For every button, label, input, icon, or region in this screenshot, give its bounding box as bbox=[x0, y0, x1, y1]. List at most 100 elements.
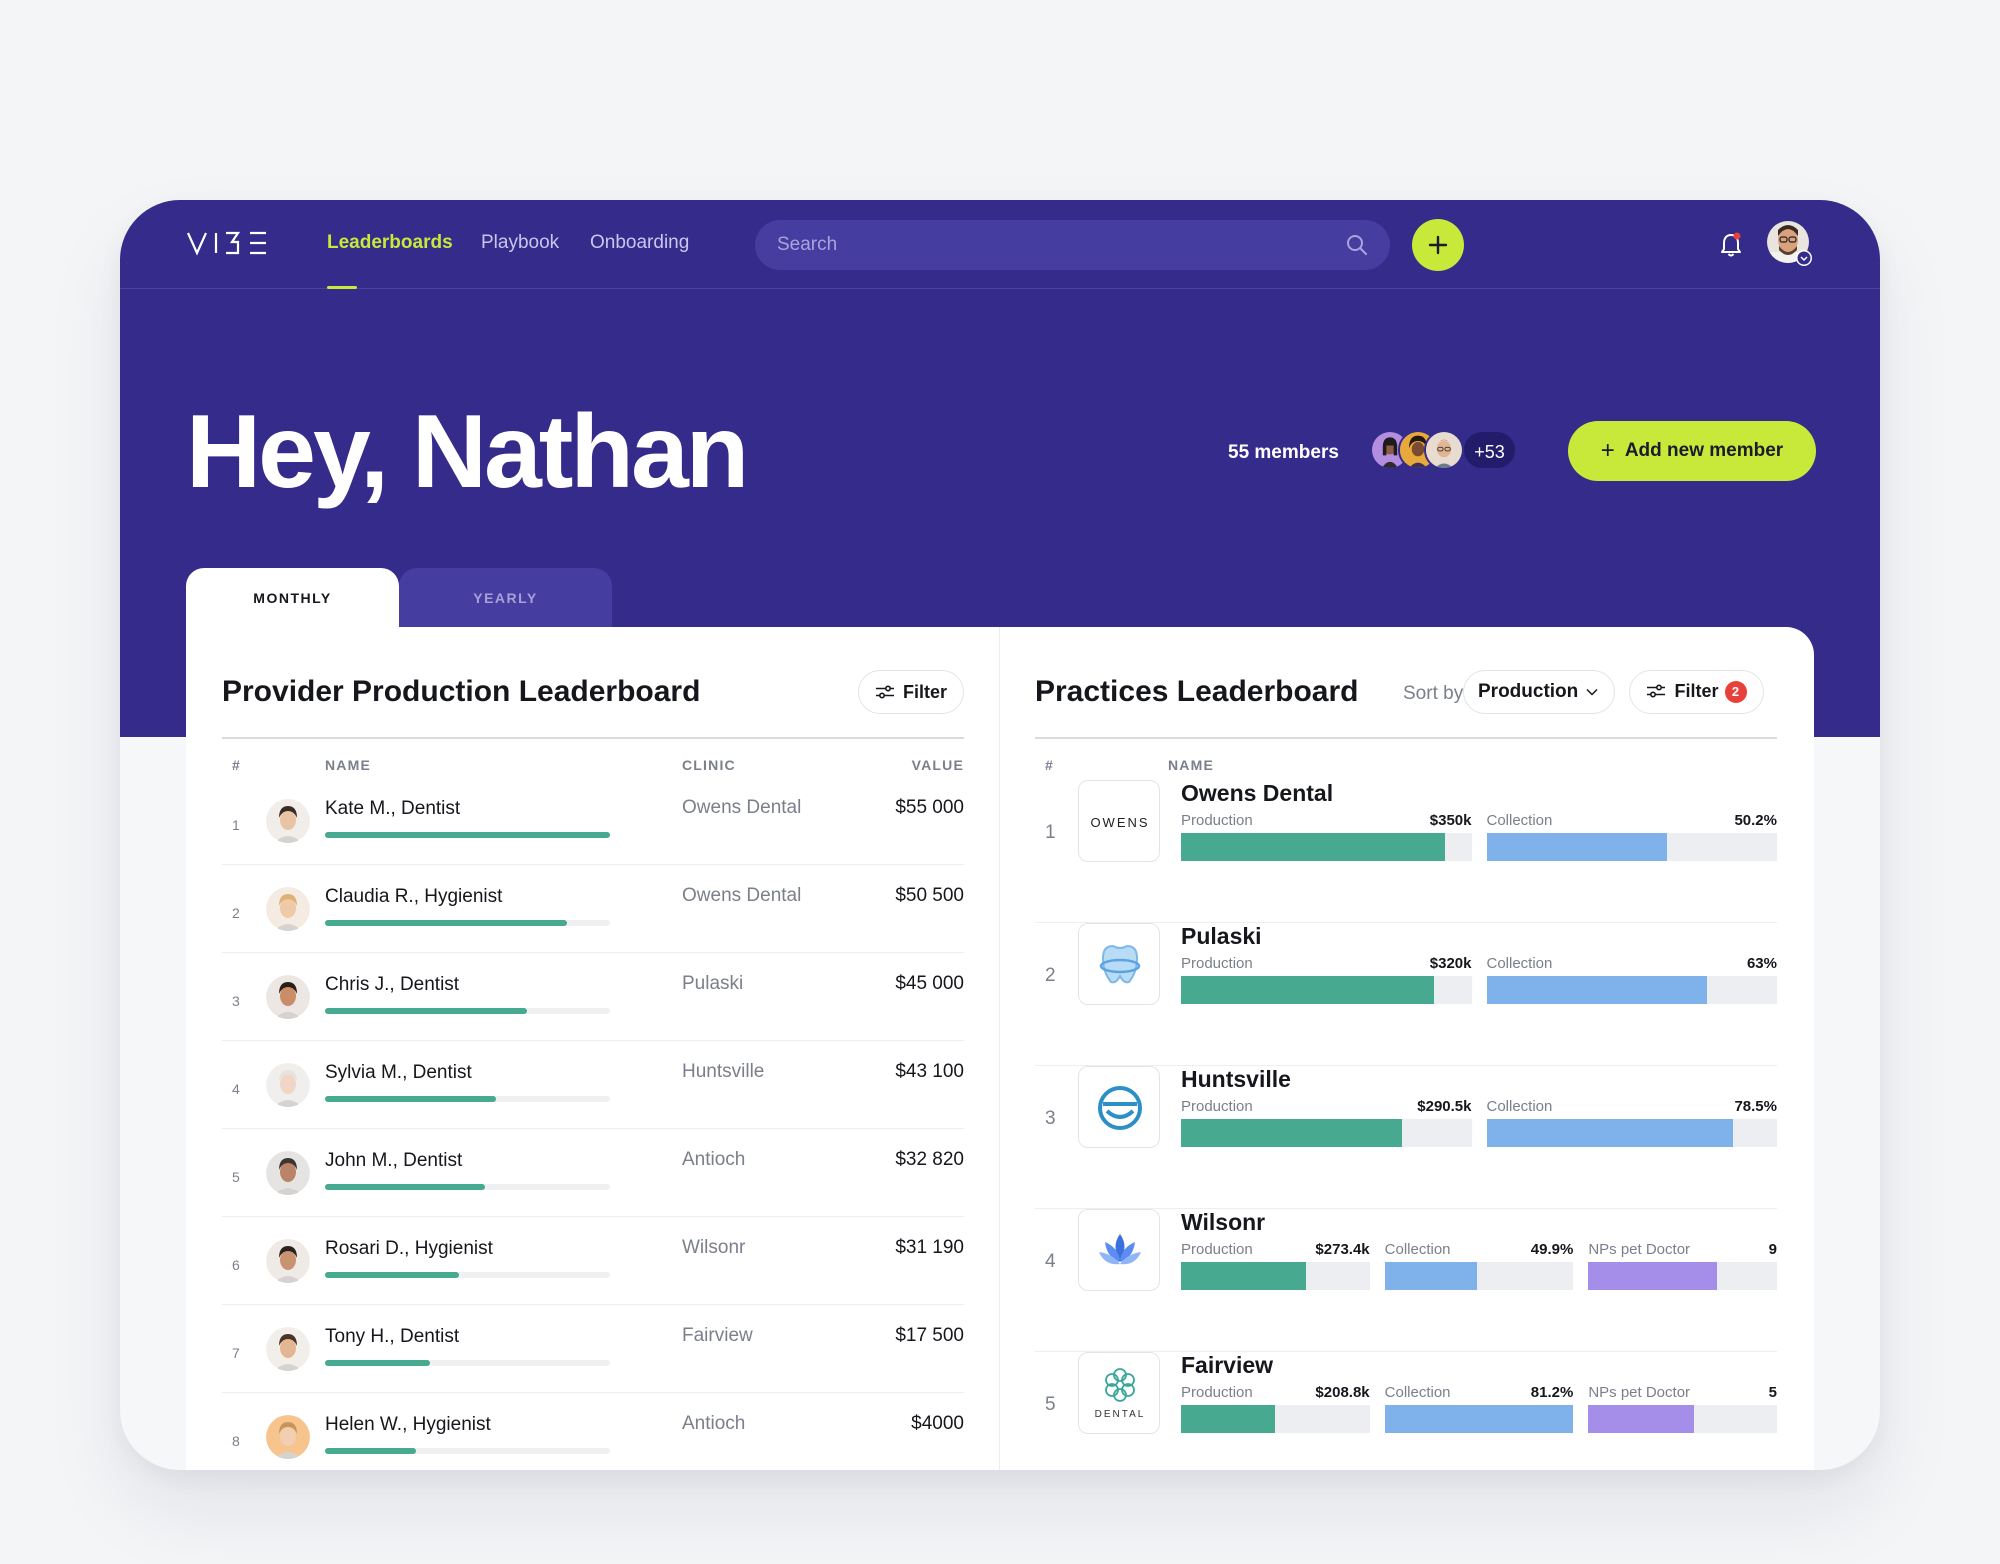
provider-value: $50 500 bbox=[895, 885, 964, 906]
practice-logo bbox=[1078, 923, 1160, 1005]
provider-name[interactable]: Helen W., Hygienist bbox=[325, 1414, 491, 1435]
provider-value: $55 000 bbox=[895, 797, 964, 818]
provider-name[interactable]: Sylvia M., Dentist bbox=[325, 1062, 472, 1083]
provider-value: $4000 bbox=[911, 1413, 964, 1434]
practice-rank: 3 bbox=[1045, 1108, 1056, 1129]
practice-name[interactable]: Pulaski bbox=[1181, 923, 1262, 949]
nav-onboarding[interactable]: Onboarding bbox=[590, 232, 690, 253]
plus-icon: + bbox=[1600, 437, 1615, 464]
provider-value: $17 500 bbox=[895, 1325, 964, 1346]
practice-metric: Production $350k bbox=[1181, 812, 1472, 862]
nav-playbook[interactable]: Playbook bbox=[481, 232, 560, 253]
sort-select[interactable]: Production bbox=[1463, 670, 1615, 714]
provider-clinic: Antioch bbox=[682, 1149, 746, 1170]
add-new-member-button[interactable]: + Add new member bbox=[1568, 421, 1816, 481]
practice-row[interactable]: 5 DENTAL Fairview Production $208.8k Col… bbox=[1035, 1352, 1777, 1470]
provider-name[interactable]: John M., Dentist bbox=[325, 1150, 463, 1171]
provider-name[interactable]: Claudia R., Hygienist bbox=[325, 886, 503, 907]
provider-row[interactable]: 2 Claudia R., Hygienist Owens Dental $50… bbox=[222, 865, 964, 953]
practice-rank: 2 bbox=[1045, 965, 1056, 986]
metric-bar bbox=[1486, 976, 1777, 1004]
provider-row[interactable]: 6 Rosari D., Hygienist Wilsonr $31 190 bbox=[222, 1217, 964, 1305]
metric-label: Production bbox=[1181, 955, 1253, 972]
metric-value: 81.2% bbox=[1530, 1384, 1574, 1401]
metric-bar bbox=[1384, 1262, 1574, 1290]
provider-avatar bbox=[266, 1063, 310, 1107]
metric-label: Collection bbox=[1486, 955, 1553, 972]
metric-value: 5 bbox=[1768, 1384, 1777, 1401]
search-icon[interactable] bbox=[1346, 234, 1368, 256]
metric-bar bbox=[1181, 1262, 1370, 1290]
filter-count-badge: 2 bbox=[1724, 681, 1747, 703]
metric-bar-fill bbox=[1181, 1405, 1276, 1433]
more-members-chip[interactable]: +53 bbox=[1462, 430, 1517, 470]
practice-row[interactable]: 2 Pulaski Production $320k Collection 63… bbox=[1035, 923, 1777, 1066]
metric-value: $273.4k bbox=[1315, 1241, 1370, 1258]
practice-row[interactable]: 4 Wilsonr Production $273.4k Collection … bbox=[1035, 1209, 1777, 1352]
practice-name[interactable]: Owens Dental bbox=[1181, 780, 1334, 806]
provider-row[interactable]: 8 Helen W., Hygienist Antioch $4000 bbox=[222, 1393, 964, 1470]
metric-value: $290.5k bbox=[1417, 1098, 1472, 1115]
practice-logo bbox=[1078, 1066, 1160, 1148]
search-input[interactable] bbox=[755, 220, 1390, 270]
tab-yearly[interactable]: YEARLY bbox=[399, 568, 612, 628]
provider-name[interactable]: Kate M., Dentist bbox=[325, 798, 461, 819]
practice-metric: Collection 63% bbox=[1486, 955, 1777, 1005]
provider-value: $45 000 bbox=[895, 973, 964, 994]
quick-add-button[interactable] bbox=[1412, 219, 1464, 271]
leaderboard-card: Provider Production Leaderboard Filter #… bbox=[186, 627, 1814, 1470]
member-avatar-stack[interactable]: +53 bbox=[1370, 430, 1550, 470]
members-count: 55 members bbox=[1228, 442, 1339, 463]
practices-filter-button[interactable]: Filter 2 bbox=[1629, 670, 1764, 714]
provider-progress-fill bbox=[325, 920, 568, 926]
metric-bar-fill bbox=[1181, 1119, 1402, 1147]
provider-row[interactable]: 5 John M., Dentist Antioch $32 820 bbox=[222, 1129, 964, 1217]
provider-row[interactable]: 4 Sylvia M., Dentist Huntsville $43 100 bbox=[222, 1041, 964, 1129]
practice-metric: Production $208.8k bbox=[1181, 1384, 1370, 1434]
metric-bar bbox=[1486, 833, 1777, 861]
owens-logo: OWENS bbox=[1090, 815, 1149, 830]
notification-bell-icon[interactable] bbox=[1718, 230, 1744, 258]
metric-bar-fill bbox=[1384, 1405, 1574, 1433]
practice-metric: Collection 50.2% bbox=[1486, 812, 1777, 862]
provider-progress-fill bbox=[325, 1360, 431, 1366]
provider-rank: 8 bbox=[232, 1433, 240, 1449]
logo-text: OWENS bbox=[1090, 815, 1149, 830]
member-avatar bbox=[1424, 430, 1464, 470]
practice-name[interactable]: Huntsville bbox=[1181, 1066, 1291, 1092]
provider-name[interactable]: Chris J., Dentist bbox=[325, 974, 460, 995]
metric-bar bbox=[1486, 1119, 1777, 1147]
provider-avatar bbox=[266, 799, 310, 843]
provider-filter-button[interactable]: Filter bbox=[858, 670, 964, 714]
provider-row[interactable]: 7 Tony H., Dentist Fairview $17 500 bbox=[222, 1305, 964, 1393]
app-frame: Leaderboards Playbook Onboarding bbox=[120, 200, 1880, 1470]
metric-bar-fill bbox=[1181, 1262, 1306, 1290]
practices-filter-label: Filter bbox=[1674, 681, 1719, 701]
provider-avatar bbox=[266, 975, 310, 1019]
vibe-logo[interactable] bbox=[186, 230, 276, 256]
provider-row[interactable]: 1 Kate M., Dentist Owens Dental $55 000 bbox=[222, 777, 964, 865]
metric-bar bbox=[1181, 1405, 1370, 1433]
provider-name[interactable]: Rosari D., Hygienist bbox=[325, 1238, 493, 1259]
tab-monthly[interactable]: MONTHLY bbox=[186, 568, 399, 628]
search-bar bbox=[755, 220, 1390, 270]
practice-name[interactable]: Fairview bbox=[1181, 1352, 1274, 1378]
metric-bar bbox=[1181, 1119, 1472, 1147]
wilsonr-logo bbox=[1099, 1234, 1141, 1265]
user-avatar[interactable] bbox=[1766, 220, 1814, 268]
provider-clinic: Wilsonr bbox=[682, 1237, 746, 1258]
metric-bar-fill bbox=[1486, 976, 1708, 1004]
metric-value: 49.9% bbox=[1530, 1241, 1574, 1258]
metric-label: NPs pet Doctor bbox=[1588, 1384, 1691, 1401]
provider-progress-fill bbox=[325, 1184, 485, 1190]
practice-row[interactable]: 3 Huntsville Production $290.5k Collecti… bbox=[1035, 1066, 1777, 1209]
provider-progress-bar bbox=[325, 1008, 610, 1014]
provider-row[interactable]: 3 Chris J., Dentist Pulaski $45 000 bbox=[222, 953, 964, 1041]
nav-leaderboards[interactable]: Leaderboards bbox=[327, 232, 453, 253]
provider-clinic: Huntsville bbox=[682, 1061, 765, 1082]
provider-value: $32 820 bbox=[895, 1149, 964, 1170]
practice-row[interactable]: 1 OWENS Owens Dental Production $350k Co… bbox=[1035, 780, 1777, 923]
provider-clinic: Antioch bbox=[682, 1413, 746, 1434]
provider-name[interactable]: Tony H., Dentist bbox=[325, 1326, 460, 1347]
practice-name[interactable]: Wilsonr bbox=[1181, 1209, 1266, 1235]
